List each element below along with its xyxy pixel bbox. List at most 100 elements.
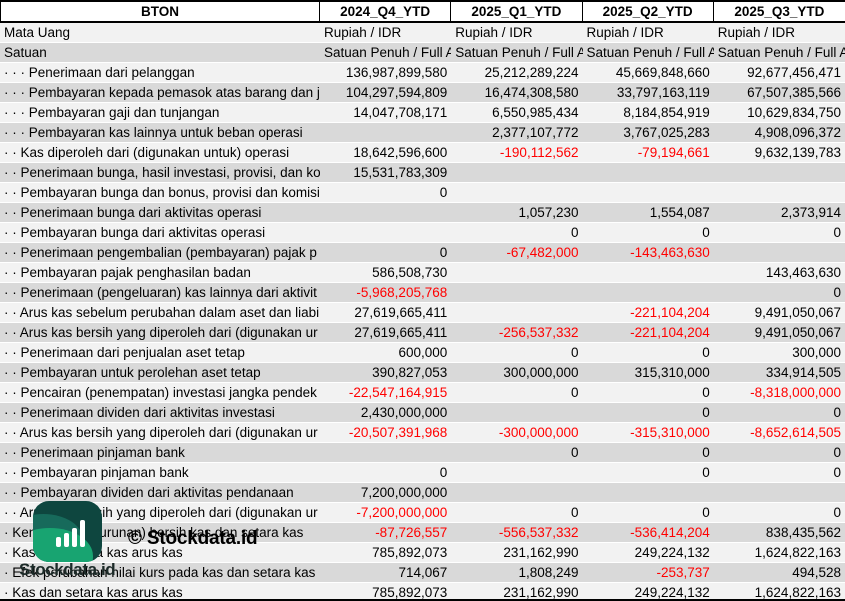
value-cell[interactable]: 785,892,073 — [372, 545, 448, 560]
row-label-cell[interactable]: · · Pembayaran untuk perolehan aset teta… — [4, 365, 261, 380]
value-cell[interactable]: 0 — [833, 405, 841, 420]
value-cell[interactable]: -8,652,614,505 — [750, 425, 841, 440]
row-label-cell[interactable]: · · · Pembayaran kas lainnya untuk beban… — [4, 125, 303, 140]
value-cell[interactable]: 0 — [702, 505, 710, 520]
value-cell[interactable]: 0 — [833, 445, 841, 460]
value-cell[interactable]: 0 — [570, 225, 579, 240]
value-cell[interactable]: 600,000 — [398, 345, 448, 360]
row-label-cell[interactable]: · · Penerimaan dari penjualan aset tetap — [4, 345, 245, 360]
value-cell[interactable]: 0 — [833, 225, 841, 240]
value-cell[interactable]: 15,531,783,309 — [353, 165, 448, 180]
currency-cell[interactable]: Rupiah / IDR — [586, 25, 664, 40]
value-cell[interactable]: 25,212,289,224 — [484, 65, 579, 80]
value-cell[interactable]: 1,808,249 — [518, 565, 579, 580]
value-cell[interactable]: -5,968,205,768 — [356, 285, 448, 300]
row-label-cell[interactable]: · · Penerimaan dividen dari aktivitas in… — [4, 405, 275, 420]
value-cell[interactable]: 494,528 — [792, 565, 841, 580]
value-cell[interactable]: 0 — [702, 405, 710, 420]
value-cell[interactable]: 2,373,914 — [780, 205, 841, 220]
row-label-cell[interactable]: · · Pembayaran dividen dari aktivitas pe… — [4, 485, 294, 500]
row-label-cell[interactable]: · · Pembayaran bunga dan bonus, provisi … — [4, 185, 320, 200]
row-label-cell[interactable]: · · Penerimaan (pengeluaran) kas lainnya… — [4, 285, 317, 300]
row-label-cell[interactable]: · · Arus kas bersih yang diperoleh dari … — [4, 325, 318, 340]
value-cell[interactable]: 0 — [702, 445, 710, 460]
period-header-cell[interactable]: 2025_Q1_YTD — [451, 2, 583, 21]
value-cell[interactable]: 300,000,000 — [503, 365, 579, 380]
value-cell[interactable]: 2,430,000,000 — [360, 405, 448, 420]
value-cell[interactable]: -8,318,000,000 — [750, 385, 841, 400]
value-cell[interactable]: 9,632,139,783 — [754, 145, 841, 160]
row-label-cell[interactable]: · · · Pembayaran gaji dan tunjangan — [4, 105, 220, 120]
value-cell[interactable]: -300,000,000 — [498, 425, 579, 440]
value-cell[interactable]: 3,767,025,283 — [623, 125, 710, 140]
value-cell[interactable]: 18,642,596,600 — [353, 145, 448, 160]
ticker-header-cell[interactable]: BTON — [0, 2, 320, 21]
row-label-cell[interactable]: · · Pembayaran pinjaman bank — [4, 465, 189, 480]
value-cell[interactable]: 14,047,708,171 — [353, 105, 448, 120]
row-label-cell[interactable]: · · Kas diperoleh dari (digunakan untuk)… — [4, 145, 290, 160]
value-cell[interactable]: 231,162,990 — [503, 585, 579, 600]
row-label-cell[interactable]: · Efek perubahan nilai kurs pada kas dan… — [4, 565, 316, 580]
value-cell[interactable]: 390,827,053 — [372, 365, 448, 380]
value-cell[interactable]: -190,112,562 — [499, 145, 579, 160]
value-cell[interactable]: 231,162,990 — [503, 545, 579, 560]
value-cell[interactable]: 249,224,132 — [634, 585, 710, 600]
value-cell[interactable]: 0 — [702, 385, 710, 400]
value-cell[interactable]: -536,414,204 — [630, 525, 710, 540]
row-label-cell[interactable]: · · Arus kas bersih yang diperoleh dari … — [4, 425, 318, 440]
value-cell[interactable]: -221,104,204 — [630, 325, 710, 340]
unit-cell[interactable]: Satuan Penuh / Full A — [717, 45, 845, 60]
value-cell[interactable]: 0 — [439, 465, 448, 480]
row-label-cell[interactable]: · Kas dan setara kas arus kas — [4, 585, 183, 600]
value-cell[interactable]: -221,104,204 — [630, 305, 710, 320]
value-cell[interactable]: -22,547,164,915 — [348, 385, 448, 400]
value-cell[interactable]: 2,377,107,772 — [492, 125, 579, 140]
currency-cell[interactable]: Rupiah / IDR — [455, 25, 533, 40]
value-cell[interactable]: 104,297,594,809 — [345, 85, 448, 100]
value-cell[interactable]: 0 — [570, 385, 579, 400]
unit-cell[interactable]: Satuan Penuh / Full A — [324, 45, 452, 60]
value-cell[interactable]: 838,435,562 — [765, 525, 841, 540]
value-cell[interactable]: -7,200,000,000 — [356, 505, 448, 520]
currency-row-label[interactable]: Mata Uang — [4, 25, 71, 40]
value-cell[interactable]: 0 — [570, 445, 579, 460]
row-label-cell[interactable]: · · Penerimaan pengembalian (pembayaran)… — [4, 245, 317, 260]
unit-cell[interactable]: Satuan Penuh / Full A — [455, 45, 583, 60]
value-cell[interactable]: 9,491,050,067 — [754, 305, 841, 320]
value-cell[interactable]: 0 — [833, 285, 841, 300]
value-cell[interactable]: 0 — [702, 225, 710, 240]
value-cell[interactable]: 27,619,665,411 — [354, 325, 448, 340]
row-label-cell[interactable]: · · Pembayaran bunga dari aktivitas oper… — [4, 225, 266, 240]
value-cell[interactable]: 6,550,985,434 — [492, 105, 579, 120]
value-cell[interactable]: -67,482,000 — [506, 245, 579, 260]
row-label-cell[interactable]: · · · Pembayaran kepada pemasok atas bar… — [4, 85, 320, 100]
period-header-cell[interactable]: 2025_Q2_YTD — [583, 2, 714, 21]
row-label-cell[interactable]: · · Pembayaran pajak penghasilan badan — [4, 265, 251, 280]
value-cell[interactable]: 334,914,505 — [765, 365, 841, 380]
value-cell[interactable]: 136,987,899,580 — [345, 65, 448, 80]
value-cell[interactable]: 8,184,854,919 — [623, 105, 710, 120]
value-cell[interactable]: 27,619,665,411 — [354, 305, 448, 320]
value-cell[interactable]: 92,677,456,471 — [747, 65, 841, 80]
value-cell[interactable]: 9,491,050,067 — [754, 325, 841, 340]
value-cell[interactable]: 714,067 — [398, 565, 448, 580]
value-cell[interactable]: 0 — [439, 185, 448, 200]
value-cell[interactable]: 0 — [439, 245, 448, 260]
unit-cell[interactable]: Satuan Penuh / Full A — [586, 45, 714, 60]
row-label-cell[interactable]: · · Penerimaan bunga, hasil investasi, p… — [4, 165, 320, 180]
value-cell[interactable]: -256,537,332 — [498, 325, 579, 340]
value-cell[interactable]: 315,310,000 — [634, 365, 710, 380]
period-header-cell[interactable]: 2025_Q3_YTD — [734, 4, 825, 19]
row-label-cell[interactable]: · · Pencairan (penempatan) investasi jan… — [4, 385, 317, 400]
value-cell[interactable]: 4,908,096,372 — [754, 125, 841, 140]
value-cell[interactable]: -143,463,630 — [630, 245, 710, 260]
unit-row-label[interactable]: Satuan — [4, 45, 47, 60]
value-cell[interactable]: 1,624,822,163 — [754, 545, 841, 560]
value-cell[interactable]: 0 — [570, 345, 579, 360]
value-cell[interactable]: 1,057,230 — [518, 205, 579, 220]
value-cell[interactable]: -20,507,391,968 — [348, 425, 448, 440]
value-cell[interactable]: 0 — [833, 465, 841, 480]
value-cell[interactable]: 1,624,822,163 — [754, 585, 841, 600]
value-cell[interactable]: 0 — [702, 465, 710, 480]
currency-cell[interactable]: Rupiah / IDR — [717, 25, 796, 40]
